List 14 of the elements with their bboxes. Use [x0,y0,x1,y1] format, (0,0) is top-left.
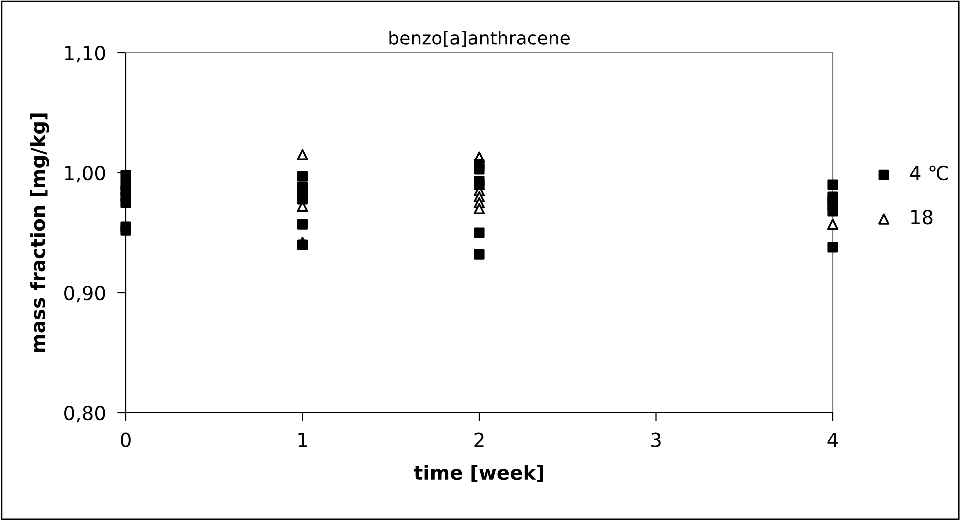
y-tick-label: 1,00 [65,166,106,183]
x-tick-label: 3 [652,432,661,448]
x-tick-label: 2 [474,432,484,448]
x-axis-title: time [week] [414,465,544,482]
x-tick-label: 0 [121,432,131,448]
x-tick-label: 1 [298,433,308,448]
y-axis-title: mass fraction [mg/kg] [30,114,50,352]
y-tick-label: 0,80 [64,406,106,423]
legend-label: 4 ℃ [910,166,948,181]
y-tick-label: 1,10 [65,46,106,63]
x-tick-label: 4 [828,433,838,448]
y-tick-label: 0,90 [64,286,106,303]
chart-title: benzo[a]anthracene [390,30,570,48]
legend-label: 18 [912,210,933,225]
